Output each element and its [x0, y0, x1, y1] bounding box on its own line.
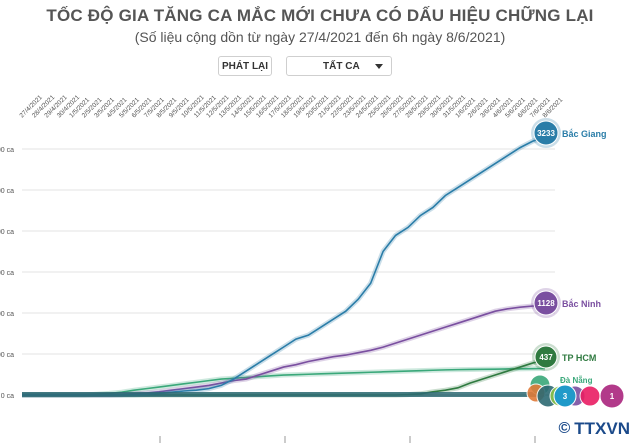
y-tick-label: 0 ca [1, 393, 14, 400]
y-tick-label: 1500 ca [0, 270, 14, 277]
chart-subtitle: (Số liệu cộng dồn từ ngày 27/4/2021 đến … [134, 29, 506, 45]
end-bubble [533, 120, 559, 146]
y-tick-label: 500 ca [0, 352, 14, 359]
series-glow [22, 366, 546, 398]
baseline-band [22, 392, 545, 397]
replay-button-label: PHÁT LẠI [221, 60, 269, 72]
end-value-label: 437 [539, 353, 553, 362]
series-line [22, 367, 546, 396]
end-bubble [599, 383, 625, 409]
series-name-label: Bắc Giang [562, 128, 607, 139]
end-bubble [534, 345, 558, 369]
y-tick-label: 1000 ca [0, 311, 14, 318]
series-name-label: TP HCM [562, 353, 596, 363]
end-value-label: 3 [563, 392, 568, 401]
series-line [22, 136, 546, 396]
region-filter-value: TẤT CA [323, 60, 360, 72]
end-value-label: 1 [610, 392, 615, 401]
end-value-label: 1128 [537, 299, 555, 308]
replay-button[interactable]: PHÁT LẠI [218, 56, 272, 76]
chevron-down-icon [375, 63, 383, 69]
copyright-icon: © [558, 420, 571, 437]
end-value-label: 3233 [537, 129, 555, 138]
footer-brand: © TTXVN [558, 419, 630, 439]
chart-title: TỐC ĐỘ GIA TĂNG CA MẮC MỚI CHƯA CÓ DẤU H… [46, 6, 594, 25]
region-filter-select[interactable]: TẤT CA [286, 56, 392, 76]
y-tick-label: 3000 ca [0, 147, 14, 154]
series-name-label: Bắc Ninh [562, 298, 601, 309]
end-bubble [553, 384, 577, 408]
brand-logo-text: TTXVN [574, 419, 630, 438]
series-name-label: Đà Nẵng [560, 376, 593, 385]
y-tick-label: 2500 ca [0, 188, 14, 195]
y-tick-label: 2000 ca [0, 229, 14, 236]
series-glow [22, 134, 546, 398]
end-bubble [533, 290, 559, 316]
region-bubble [579, 385, 601, 407]
